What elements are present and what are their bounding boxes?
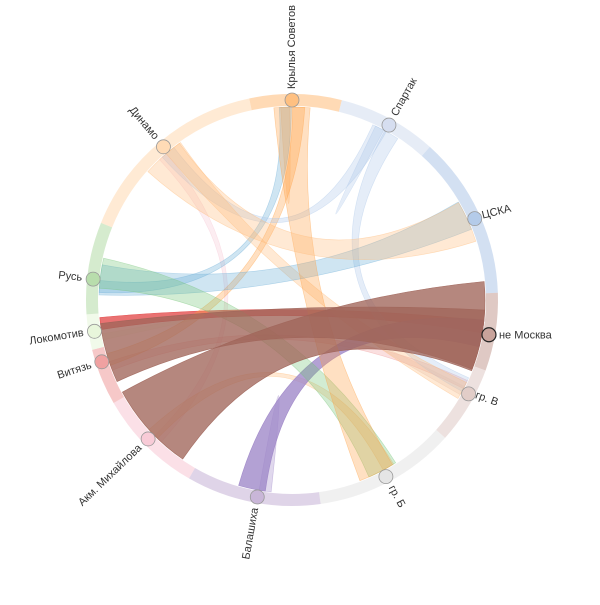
node-marker[interactable] [85, 271, 101, 287]
node-label: Локомотив [28, 327, 84, 347]
node-label: Витязь [56, 359, 93, 381]
node-marker[interactable] [481, 327, 497, 343]
node-label: ЦСКА [481, 203, 513, 222]
node-marker[interactable] [140, 431, 156, 447]
chord-ribbon [165, 142, 467, 399]
node-marker[interactable] [461, 386, 476, 402]
node-marker[interactable] [467, 211, 483, 227]
node-label: Балашиха [240, 506, 261, 560]
node-label: Акм. Михайлова [76, 442, 145, 509]
node-label: не Москва [499, 330, 553, 342]
node-marker[interactable] [378, 469, 394, 484]
node-marker[interactable] [284, 92, 300, 108]
chord-ribbon [335, 125, 385, 215]
node-label: Спартак [389, 76, 420, 118]
node-marker[interactable] [156, 139, 171, 155]
node-arc [86, 222, 113, 315]
chord-ribbon [280, 106, 291, 204]
node-label: гр. Б [386, 483, 408, 509]
node-marker[interactable] [87, 323, 102, 339]
nodes-layer [85, 92, 497, 505]
node-label: Динамо [126, 104, 161, 142]
chord-ribbon [98, 106, 292, 294]
chord-ribbon [161, 124, 387, 223]
node-arc [436, 366, 486, 438]
node-marker[interactable] [94, 354, 110, 370]
node-marker[interactable] [381, 117, 397, 133]
node-arc [92, 346, 125, 403]
chord-ribbon [98, 201, 472, 296]
chord-ribbon [121, 281, 486, 460]
node-marker[interactable] [249, 489, 265, 505]
chord-ribbon [147, 142, 477, 260]
chord-ribbon [273, 106, 393, 482]
node-label: гр. В [474, 389, 500, 408]
node-label: Русь [58, 269, 83, 283]
ribbons-layer [98, 106, 486, 493]
node-label: Крылья Советов [286, 5, 298, 89]
